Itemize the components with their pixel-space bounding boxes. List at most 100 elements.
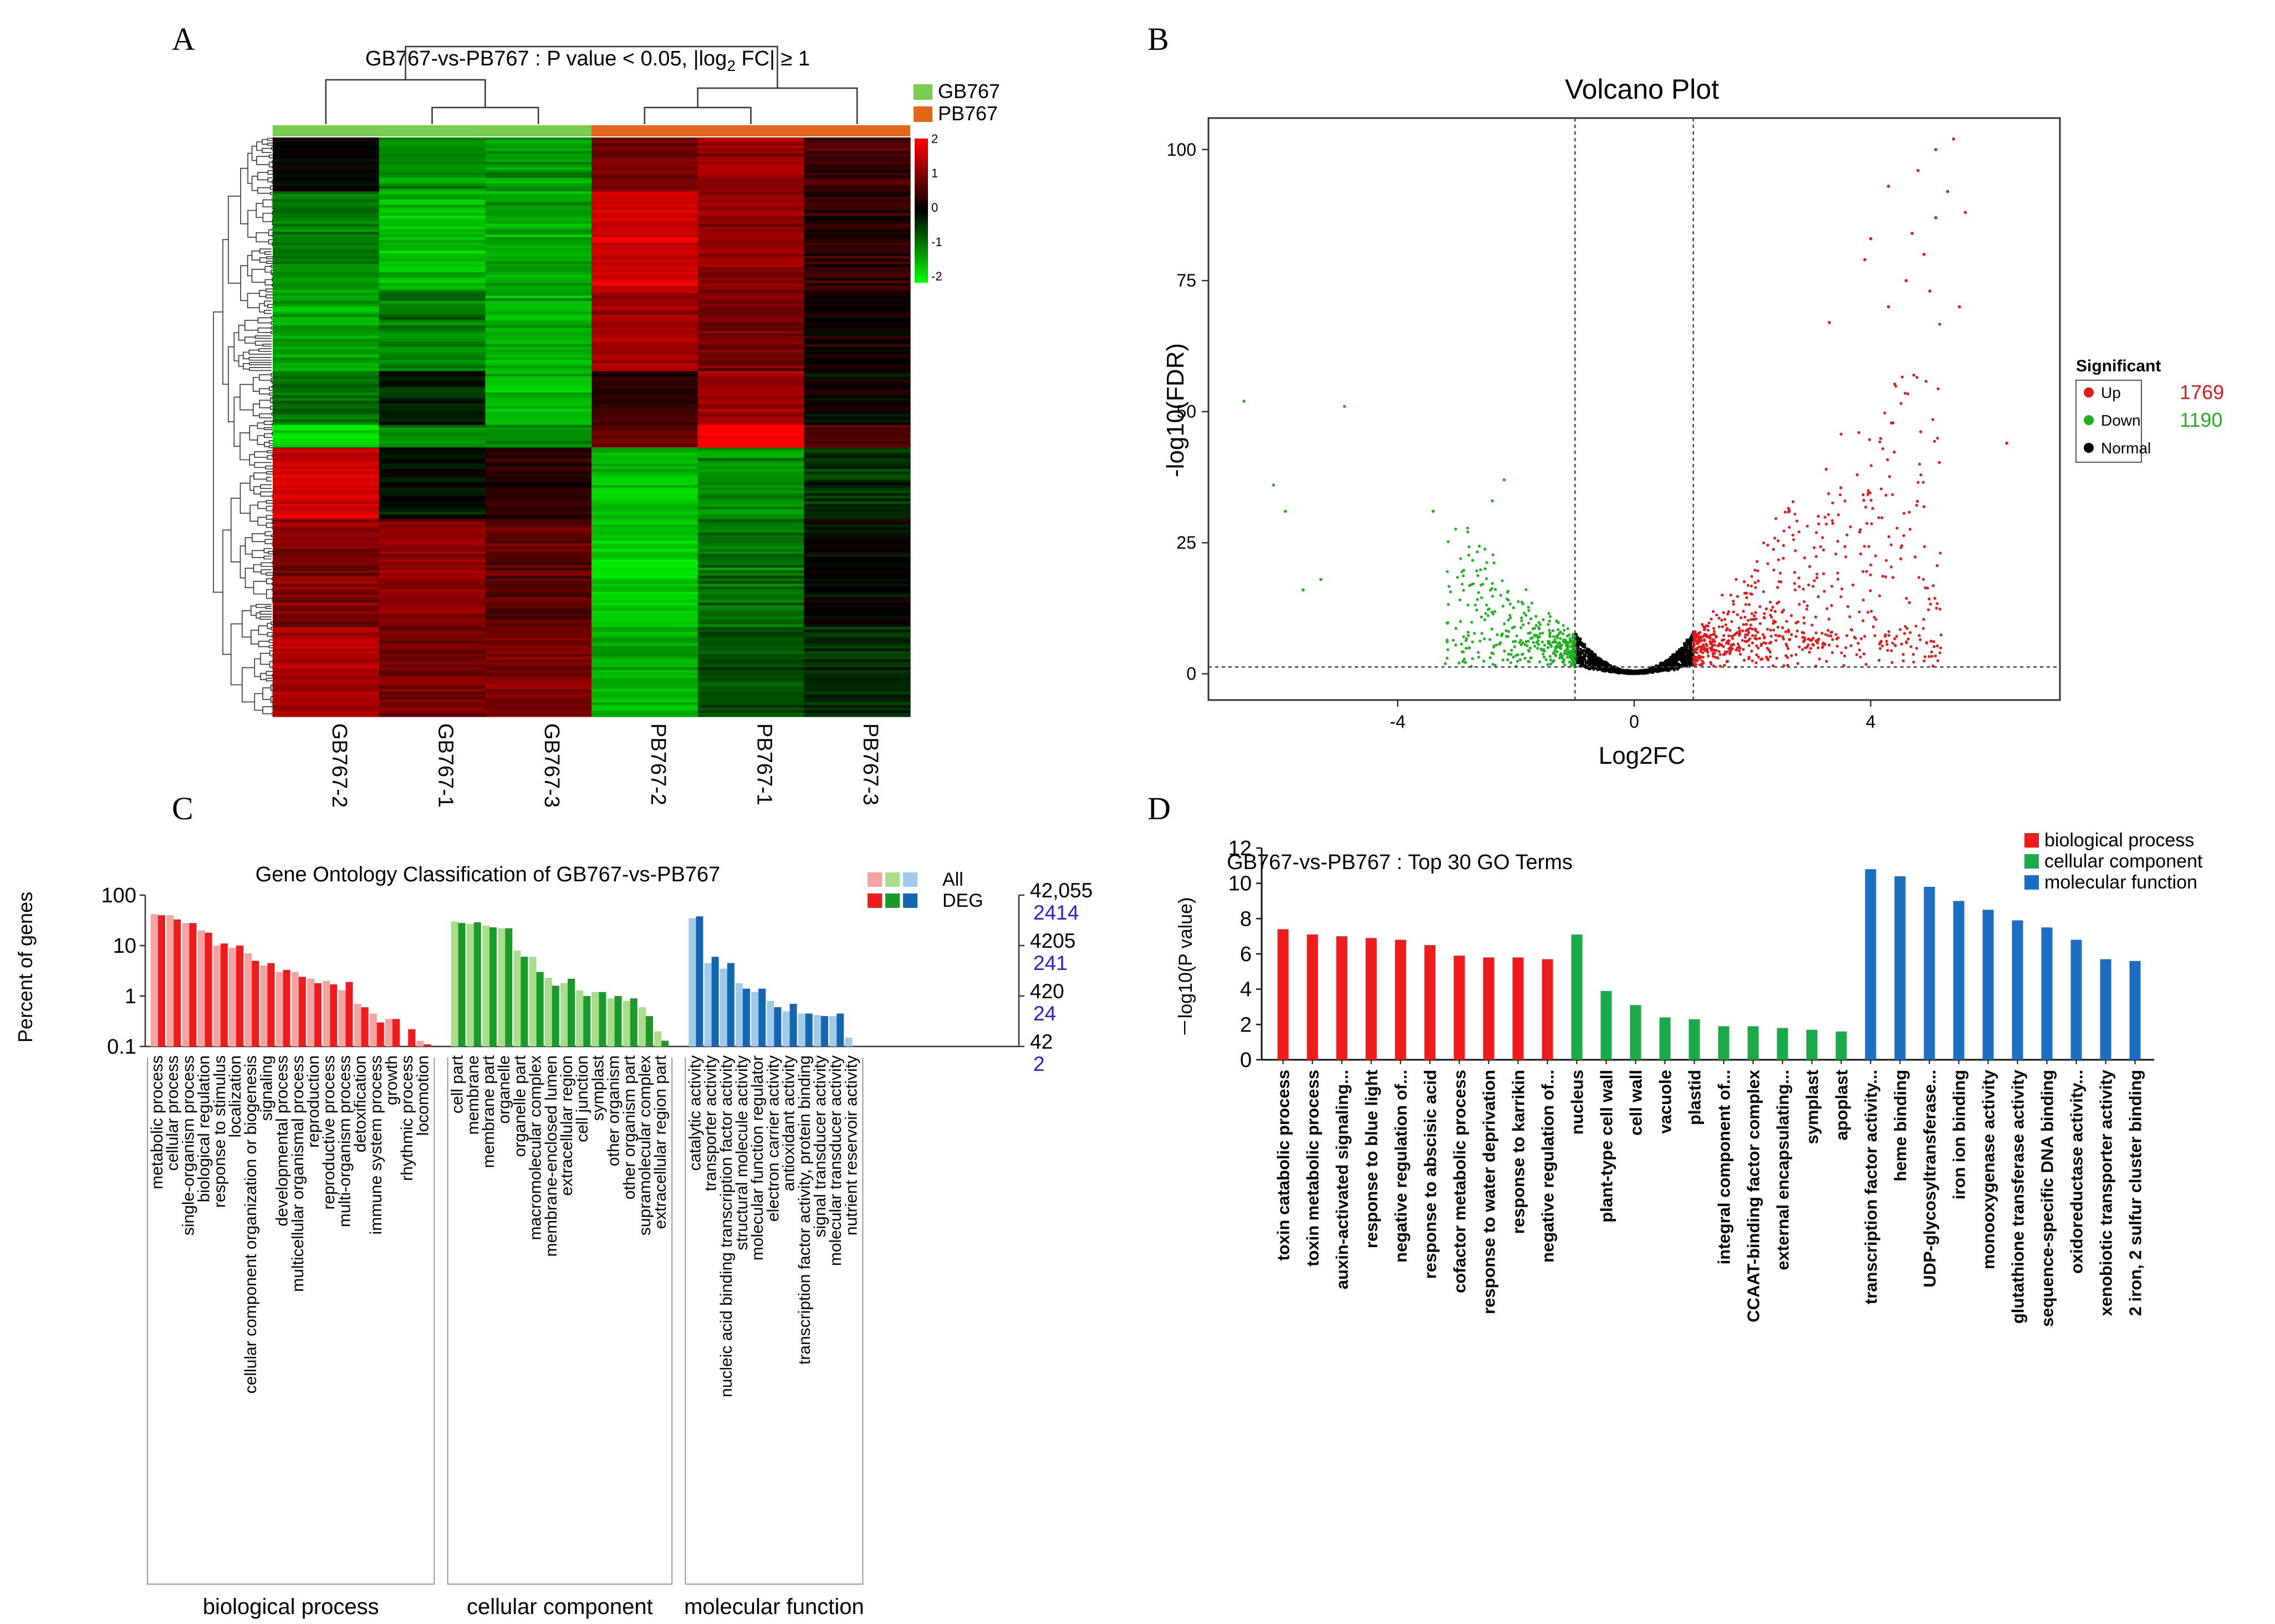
volcano-point-up [1933, 596, 1936, 600]
volcano-point-down [1548, 655, 1552, 658]
heatmap-cell [697, 575, 804, 579]
row-dendrogram-link [254, 335, 264, 339]
heatmap-cell [379, 256, 486, 259]
volcano-point-down [1562, 632, 1565, 636]
volcano-point-up [1870, 522, 1873, 525]
heatmap-cell [273, 637, 380, 641]
heatmap-cell [379, 713, 486, 716]
volcano-point-up [1963, 211, 1967, 215]
heatmap-cell [273, 258, 380, 262]
heatmap-cell [804, 707, 911, 711]
volcano-point-up [1808, 638, 1812, 641]
volcano-point-down [1534, 624, 1538, 627]
heatmap-cell [485, 355, 592, 358]
volcano-point-down [1512, 656, 1515, 659]
heatmap-cell [697, 183, 804, 187]
volcano-point-up [1835, 645, 1839, 648]
row-dendrogram-link [247, 293, 259, 308]
heatmap-cell [697, 562, 804, 565]
heatmap-cell [804, 446, 911, 448]
right-tick-deg: 2 [1033, 1053, 1045, 1075]
heatmap-cell [804, 188, 911, 192]
heatmap-cell [379, 704, 486, 708]
volcano-point-up [1865, 522, 1869, 525]
heatmap-cell [273, 411, 380, 415]
heatmap-cell [485, 283, 592, 286]
heatmap-cell [804, 269, 911, 273]
heatmap-cell [273, 656, 380, 660]
heatmap-cell [697, 207, 804, 211]
heatmap-cell [591, 629, 698, 633]
heatmap-cell [804, 309, 911, 312]
heatmap-cell [591, 496, 698, 499]
volcano-point-up [1825, 660, 1828, 663]
row-dendrogram-link [257, 435, 264, 445]
heatmap-cell [273, 395, 380, 399]
volcano-point-down [1549, 662, 1553, 666]
volcano-point-up [1754, 617, 1758, 621]
heatmap-cell [697, 485, 804, 488]
volcano-point-up [1763, 612, 1766, 615]
volcano-point-down [1562, 640, 1565, 643]
volcano-point-up [1917, 576, 1921, 579]
volcano-point-up [1773, 537, 1777, 540]
row-dendrogram-link [260, 673, 267, 680]
heatmap-cell [804, 232, 911, 235]
heatmap-cell [697, 479, 804, 483]
volcano-point-up [1836, 540, 1839, 543]
heatmap-cell [804, 306, 911, 310]
volcano-point-up [1705, 642, 1708, 646]
heatmap-cell [485, 441, 592, 445]
volcano-point-down [1459, 557, 1462, 560]
heatmap-cell [379, 317, 486, 320]
right-tick-deg: 24 [1033, 1002, 1056, 1025]
heatmap-cell [485, 406, 592, 409]
volcano-point-down [1496, 633, 1499, 636]
heatmap-cell [591, 328, 698, 331]
heatmap-cell [485, 433, 592, 436]
heatmap-cell [485, 474, 592, 478]
heatmap-cell [485, 651, 592, 655]
row-dendrogram-link [267, 177, 272, 182]
volcano-point-up [1848, 615, 1851, 619]
volcano-point-down [1519, 643, 1523, 646]
heatmap-cell [273, 485, 380, 488]
heatmap-cell [804, 710, 911, 714]
heatmap-cell [591, 581, 698, 584]
heatmap-cell [485, 535, 592, 539]
heatmap-cell [485, 589, 592, 593]
heatmap-cell [591, 256, 698, 259]
row-dendrogram-link [263, 555, 270, 560]
volcano-point-up [1736, 595, 1740, 598]
volcano-point-down [1446, 648, 1450, 651]
volcano-point-up [1803, 638, 1807, 641]
volcano-point-up [1805, 607, 1808, 611]
heatmap-cell [379, 196, 486, 200]
heatmap-cell [379, 419, 486, 423]
heatmap-cell [273, 311, 380, 315]
group-legend: GB767 PB767 [914, 80, 1000, 125]
heatmap-cell [697, 145, 804, 149]
heatmap-cell [485, 597, 592, 600]
heatmap-cell [273, 336, 380, 339]
heatmap-cell [591, 447, 698, 451]
heatmap-cell [485, 245, 592, 248]
heatmap-cell [697, 234, 804, 238]
heatmap-cell [697, 330, 804, 334]
heatmap-cell [804, 514, 911, 518]
volcano-point-up [1849, 525, 1852, 529]
heatmap-cell [379, 229, 486, 232]
heatmap-cell [591, 232, 698, 235]
heatmap-cell [485, 290, 592, 293]
volcano-point-up [1861, 598, 1865, 602]
volcano-point-up [1845, 634, 1849, 637]
heatmap-cell [804, 479, 911, 483]
volcano-point-up [1915, 647, 1919, 650]
volcano-point-up [1808, 651, 1811, 654]
volcano-point-up [1777, 634, 1781, 638]
heatmap-cell [591, 365, 698, 369]
volcano-point-up [1723, 617, 1727, 621]
volcano-point-up [1794, 549, 1797, 553]
category-label: macromolecular complex [527, 1055, 545, 1240]
